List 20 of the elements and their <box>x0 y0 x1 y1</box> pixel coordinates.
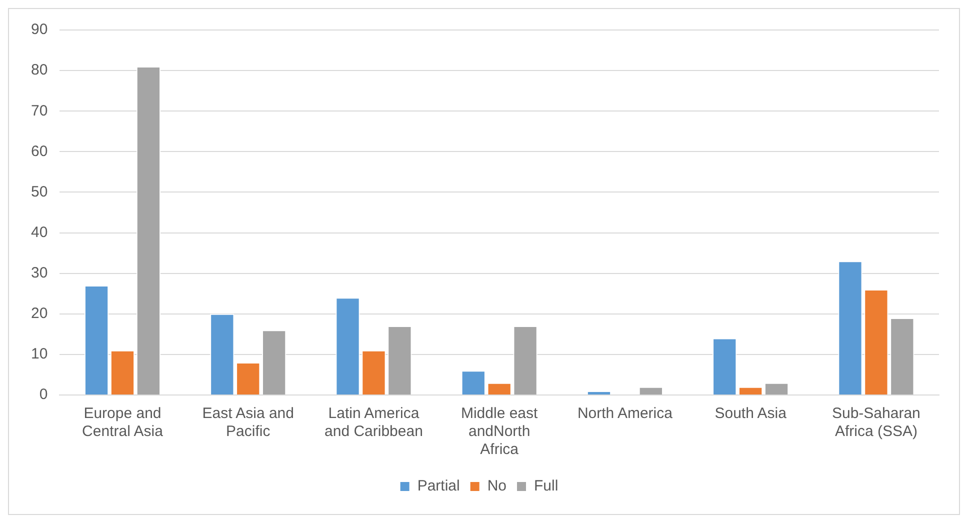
y-tick-label: 30 <box>30 264 48 282</box>
y-tick-label: 0 <box>39 386 48 404</box>
y-tick-label: 40 <box>30 224 48 241</box>
legend-label: Partial <box>417 478 460 495</box>
x-tick-label: South Asia <box>714 405 788 422</box>
x-tick-label: Middle east andNorth Africa <box>460 405 539 458</box>
y-tick-label: 80 <box>30 62 48 79</box>
legend-label: Full <box>534 478 558 495</box>
y-tick-label: 90 <box>30 21 48 38</box>
y-tick-label: 50 <box>30 183 48 200</box>
x-tick-label: North America <box>577 405 674 422</box>
x-tick-label: East Asia and Pacific <box>202 405 294 440</box>
y-tick-label: 60 <box>30 142 48 160</box>
y-tick-label: 10 <box>30 346 48 363</box>
x-tick-label: Sub-Saharan Africa (SSA) <box>832 405 920 440</box>
y-tick-label: 20 <box>30 305 48 322</box>
x-tick-label: Europe and Central Asia <box>82 405 164 440</box>
x-tick-label: Latin America and Caribbean <box>324 405 423 440</box>
legend-label: No <box>487 478 507 495</box>
y-tick-label: 70 <box>30 102 48 120</box>
